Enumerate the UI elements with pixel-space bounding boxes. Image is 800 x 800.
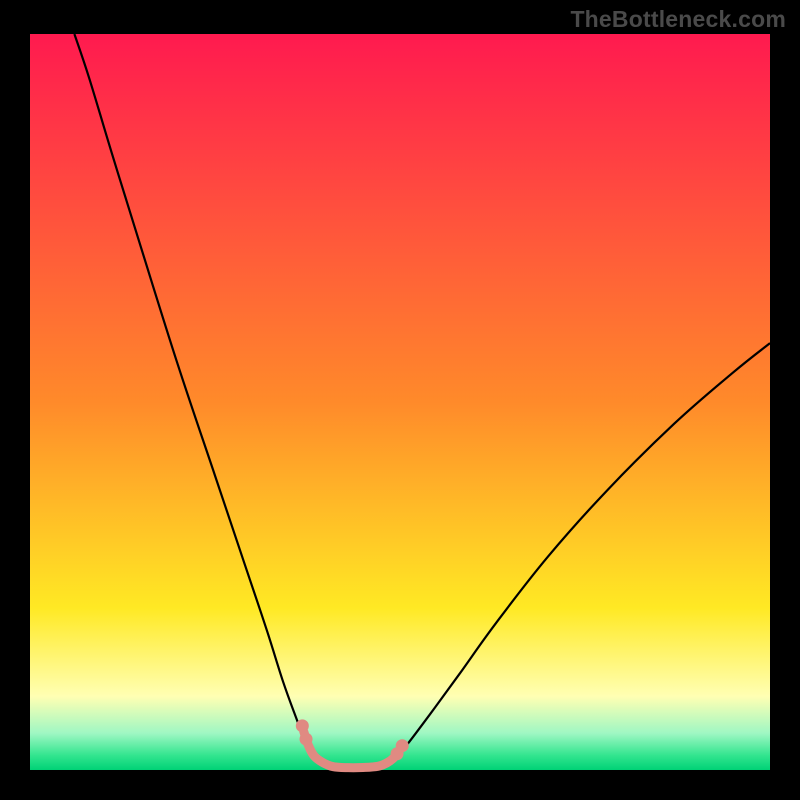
salmon-dot	[300, 733, 313, 746]
curve-layer	[30, 34, 770, 770]
salmon-valley-overlay	[304, 732, 400, 768]
watermark-text: TheBottleneck.com	[570, 6, 786, 33]
salmon-dot	[396, 739, 409, 752]
plot-area	[30, 34, 770, 770]
bottleneck-curve	[74, 34, 770, 768]
chart-frame: TheBottleneck.com	[0, 0, 800, 800]
salmon-dot	[296, 719, 309, 732]
